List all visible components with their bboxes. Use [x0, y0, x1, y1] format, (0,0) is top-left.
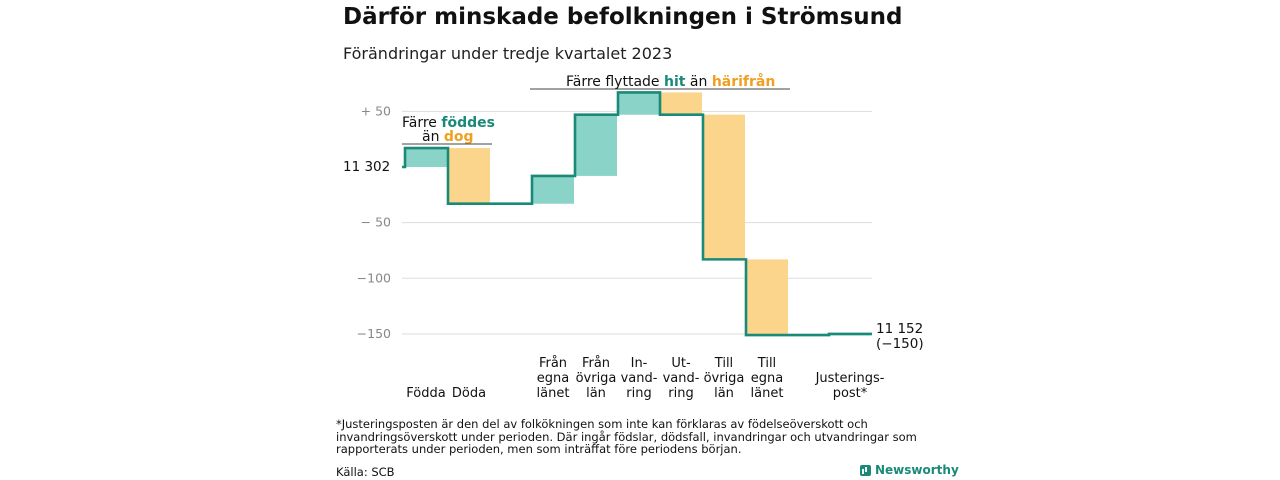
category-label: egna	[537, 371, 569, 386]
category-label: län	[714, 386, 734, 401]
category-label: ring	[668, 386, 693, 401]
category-label: Ut-	[671, 356, 691, 371]
newsworthy-icon	[860, 464, 871, 476]
footnote: *Justeringsposten är den del av folkökni…	[336, 417, 917, 456]
y-tick-label: −150	[357, 326, 391, 341]
category-label: Döda	[452, 386, 486, 401]
category-label: Födda	[406, 386, 445, 401]
waterfall-bar	[575, 114, 617, 176]
category-label: ring	[626, 386, 651, 401]
category-label: länet	[751, 386, 784, 401]
annotation-births: Färre föddes	[402, 115, 495, 131]
cumulative-step-line	[402, 91, 872, 337]
category-label: län	[586, 386, 606, 401]
category-label: Från	[539, 356, 567, 371]
end-value-label: 11 152	[876, 321, 923, 337]
annotation-births-line2: än dog	[422, 129, 474, 145]
category-label: In-	[631, 356, 648, 371]
category-label: Från	[582, 356, 610, 371]
waterfall-bar	[746, 259, 788, 336]
category-label: Till	[714, 356, 733, 371]
brand-logo: Newsworthy	[860, 463, 959, 477]
y-tick-label: + 50	[361, 103, 391, 118]
category-label: övriga	[576, 371, 617, 386]
waterfall-bar	[660, 92, 702, 115]
source-text: Källa: SCB	[336, 465, 395, 479]
waterfall-bar	[405, 148, 447, 167]
category-label: post*	[833, 386, 868, 401]
y-tick-label: −100	[357, 270, 391, 285]
chart-title: Därför minskade befolkningen i Strömsund	[343, 4, 903, 30]
category-label: egna	[751, 371, 783, 386]
category-label: Justerings-	[815, 371, 885, 386]
category-label: övriga	[704, 371, 745, 386]
waterfall-bar	[532, 175, 574, 204]
end-change-label: (−150)	[876, 336, 924, 352]
category-label: länet	[537, 386, 570, 401]
waterfall-bar	[618, 92, 660, 115]
category-label: vand-	[621, 371, 658, 386]
annotation-migration: Färre flyttade hit än härifrån	[566, 73, 775, 90]
chart-subtitle: Förändringar under tredje kvartalet 2023	[343, 44, 673, 63]
waterfall-bar	[703, 114, 745, 260]
category-label: Till	[757, 356, 776, 371]
waterfall-bar	[448, 148, 490, 204]
y-tick-label: − 50	[361, 215, 391, 230]
category-label: vand-	[663, 371, 700, 386]
brand-name: Newsworthy	[875, 463, 959, 477]
start-value-label: 11 302	[343, 159, 390, 175]
